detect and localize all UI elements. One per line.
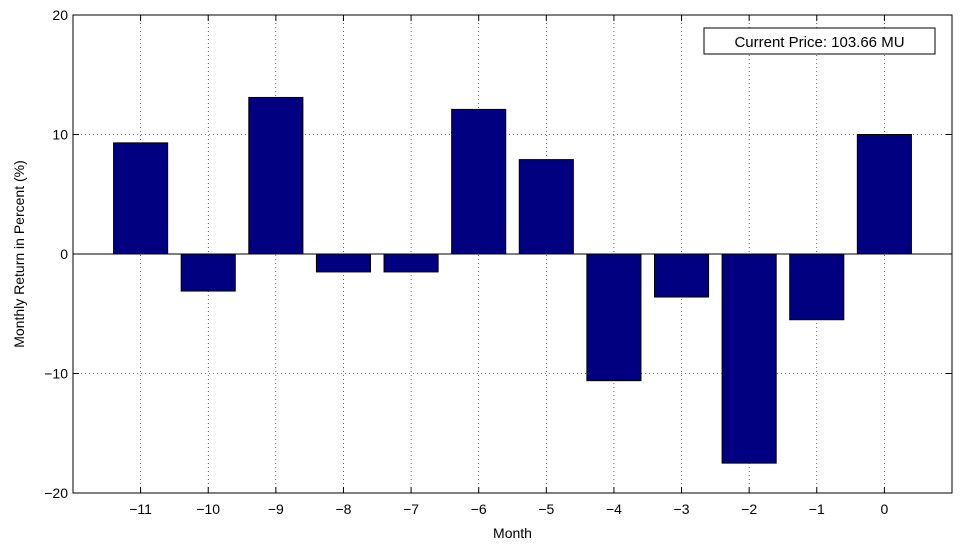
x-axis-label: Month: [493, 525, 532, 541]
bar: [383, 253, 439, 273]
bar: [113, 142, 169, 255]
bar: [653, 253, 710, 298]
x-tick-label: −1: [809, 501, 825, 517]
bar: [451, 108, 507, 255]
bar: [248, 96, 304, 255]
y-axis-label: Monthly Return in Percent (%): [11, 160, 27, 348]
y-tick-label: 0: [60, 246, 68, 262]
x-tick-label: −10: [196, 501, 220, 517]
x-tick-label: −11: [129, 501, 152, 517]
price-annotation: Current Price: 103.66 MU: [703, 27, 936, 55]
x-tick-label: −4: [606, 501, 622, 517]
x-tick-label: −6: [471, 501, 487, 517]
x-tick-label: −7: [403, 501, 419, 517]
x-tick-labels: −11 −10 −9 −8 −7 −6 −5 −4 −3 −2 −1 0: [129, 501, 888, 517]
x-tick-label: −9: [268, 501, 284, 517]
annotation-text: Current Price: 103.66 MU: [734, 34, 904, 51]
bar: [315, 253, 372, 273]
x-tick-label: −8: [335, 501, 351, 517]
annotation-box: [703, 27, 936, 55]
y-tick-labels: −20 −10 0 10 20: [44, 7, 68, 501]
y-tick-label: −10: [44, 366, 68, 382]
bars: [113, 96, 912, 464]
bar: [180, 253, 236, 292]
y-tick-label: −20: [44, 485, 68, 501]
y-tick-label: 10: [52, 127, 68, 143]
bar: [856, 134, 912, 255]
x-tick-label: −5: [538, 501, 554, 517]
x-tick-label: −2: [741, 501, 757, 517]
bar: [789, 253, 845, 321]
bar: [721, 253, 777, 464]
x-tick-label: 0: [880, 501, 888, 517]
y-tick-label: 20: [52, 7, 68, 23]
x-tick-label: −3: [674, 501, 690, 517]
bar: [518, 159, 574, 255]
tick-marks: [73, 14, 952, 494]
bar: [586, 253, 642, 382]
